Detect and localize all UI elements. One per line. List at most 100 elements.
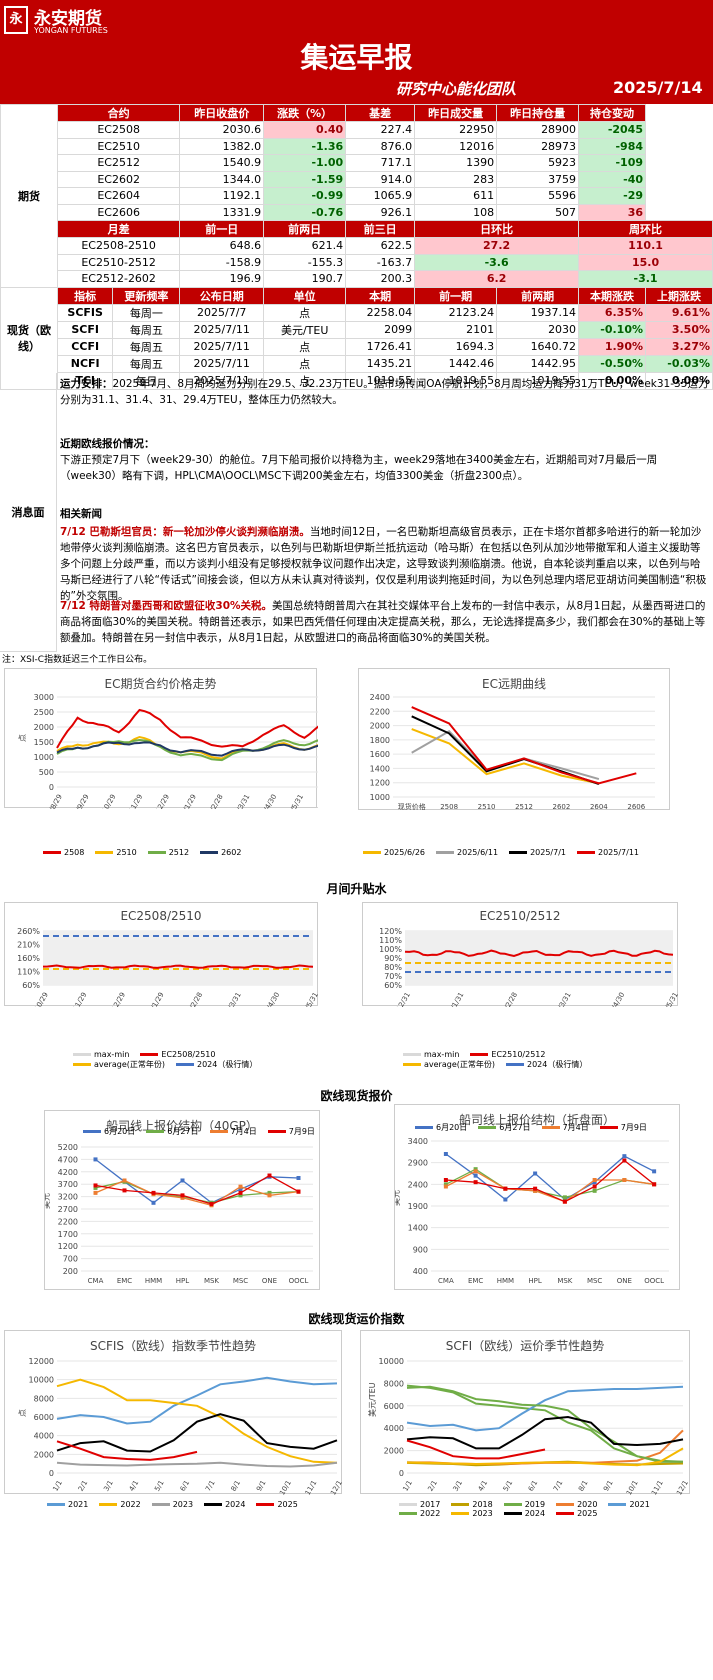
x-tick: 2602: [553, 803, 571, 811]
volume: 12016: [414, 137, 498, 155]
section-index: 欧线现货运价指数: [308, 1312, 405, 1326]
legend-item: 2025/6/26: [360, 848, 425, 857]
x-tick: 10/1: [625, 1479, 640, 1495]
x-tick: 1/1: [51, 1479, 64, 1493]
y-tick: 2200: [58, 1217, 78, 1226]
x-tick: 2024/12/29: [100, 991, 127, 1007]
y-tick: 2000: [34, 723, 54, 732]
chart-legend: 2017 2018 2019 2020 2021 2022 2023 2024 2025: [396, 1500, 696, 1518]
y-axis-label: 点: [18, 1409, 27, 1417]
legend-item: 6月27日: [475, 1122, 531, 1133]
news2-text: 美国总统特朗普周六在其社交媒体平台上发布的一封信中表示，从8月1日起，从墨西哥进…: [60, 600, 706, 644]
section-offer: 欧线现货报价: [320, 1089, 393, 1103]
y-tick: 2000: [384, 1447, 404, 1456]
volume: 108: [414, 203, 498, 221]
legend-item: 2024: [501, 1509, 545, 1518]
data-point: [296, 1189, 301, 1194]
news-title: 相关新闻: [60, 508, 102, 520]
prev1: 1694.3: [414, 337, 498, 356]
x-tick: 2024/12/31: [385, 991, 412, 1007]
series-7月4日: [95, 1179, 299, 1207]
futures-col-header: 合约: [56, 104, 181, 122]
chart-title: EC2508/2510: [120, 909, 202, 923]
data-point: [652, 1169, 657, 1174]
x-tick: 9/1: [602, 1479, 615, 1493]
x-tick: 2025/1/29: [173, 793, 198, 809]
prev1: 2123.24: [414, 303, 498, 322]
y-tick: 4200: [58, 1168, 78, 1177]
legend-item: 2508: [40, 848, 84, 857]
change-pct: 0.40: [263, 121, 347, 139]
data-table: 期货 合约 昨日收盘价 涨跌（%） 基差 昨日成交量 昨日持仓量 持仓变动 EC2508 2030…: [0, 104, 713, 390]
x-tick: 2606: [627, 803, 645, 811]
y-tick: 6000: [34, 1413, 54, 1422]
current: 1019.55: [345, 371, 416, 390]
chart-offer-board: 船司线上报价结构（折盘面） 3400 2900 2400 1900 1400 900 400 美…: [394, 1104, 680, 1290]
y-tick: 60%: [384, 981, 402, 990]
spread-col-header: 前两日: [263, 220, 347, 238]
y-tick: 200: [63, 1267, 78, 1276]
x-tick: OOCL: [644, 1277, 664, 1285]
series-2022: [56, 1378, 338, 1464]
x-tick: 1/1: [401, 1479, 414, 1493]
x-tick: 2025/2/28: [494, 991, 519, 1007]
volume: 1390: [414, 154, 498, 172]
chart-title: EC期货合约价格走势: [104, 677, 217, 691]
x-tick: 6/1: [179, 1479, 192, 1493]
index-name: SCFIS: [56, 303, 114, 322]
frequency: 每周五: [112, 354, 181, 373]
y-tick: 700: [63, 1255, 78, 1264]
x-tick: 2025/2/28: [200, 793, 225, 809]
legend-item: EC2510/2512: [467, 1050, 545, 1059]
futures-table: 期货 合约 昨日收盘价 涨跌（%） 基差 昨日成交量 昨日持仓量 持仓变动 EC2508 2030…: [0, 104, 713, 390]
legend-item: average(正常年份): [400, 1059, 495, 1070]
spread-col-header: 周环比: [578, 220, 713, 238]
x-tick: 6/1: [527, 1479, 540, 1493]
x-tick: 8/1: [230, 1479, 243, 1493]
change-current: -0.10%: [578, 320, 646, 339]
y-tick: 70%: [384, 972, 402, 981]
volume: 611: [414, 187, 498, 205]
spot-col-header: 本期: [345, 286, 416, 305]
y-tick: 2500: [34, 708, 54, 717]
chart-title: EC远期曲线: [482, 677, 546, 691]
oi-change: -29: [578, 187, 646, 205]
oi-change: -40: [578, 170, 646, 188]
y-tick: 210%: [17, 941, 40, 950]
x-tick: 2025/5/31: [295, 991, 319, 1007]
quote-text: 下游正预定7月下（week29-30）的舱位。7月下船司报价以持稳为主，week…: [60, 454, 658, 482]
spread-d1: 648.6: [179, 237, 265, 255]
y-tick: 1200: [58, 1242, 78, 1251]
oi-change: 36: [578, 203, 646, 221]
chart-title: 船司线上报价结构（40GP）: [106, 1119, 258, 1133]
futures-label: 期货: [0, 104, 58, 288]
x-tick: 2025/6/30: [307, 793, 318, 809]
spread-dod: 6.2: [414, 270, 580, 288]
data-point: [443, 1178, 448, 1182]
y-tick: 10000: [379, 1357, 404, 1366]
y-tick: 3400: [408, 1137, 428, 1146]
basis: 717.1: [345, 154, 416, 172]
spot-col-header: 公布日期: [179, 286, 265, 305]
y-tick: 1000: [370, 793, 390, 802]
y-tick: 110%: [379, 936, 402, 945]
x-tick: 2024/8/29: [39, 793, 64, 809]
y-tick: 12000: [29, 1357, 54, 1366]
x-tick: 现货价格: [398, 802, 426, 811]
chart-scfis-seasonal: SCFIS（欧线）指数季节性趋势 12000 10000 8000 6000 4000 20…: [4, 1330, 343, 1495]
chart-legend: 6月20日 6月27日 7月4日 7月9日: [80, 1126, 323, 1137]
spread-col-header: 月差: [56, 220, 181, 238]
unit: 点: [263, 354, 347, 373]
x-tick: 10/1: [278, 1479, 293, 1495]
current: 2258.04: [345, 303, 416, 322]
report-title: 集运早报: [300, 41, 413, 74]
y-tick: 80%: [384, 963, 402, 972]
y-tick: 60%: [22, 981, 40, 990]
x-tick: ONE: [617, 1277, 632, 1285]
index-name: CCFI: [56, 337, 114, 356]
prev2: 1019.55: [496, 371, 580, 390]
x-tick: ONE: [262, 1277, 277, 1285]
y-tick: 3700: [58, 1180, 78, 1189]
y-tick: 400: [413, 1267, 428, 1276]
futures-col-header: 基差: [345, 104, 416, 122]
